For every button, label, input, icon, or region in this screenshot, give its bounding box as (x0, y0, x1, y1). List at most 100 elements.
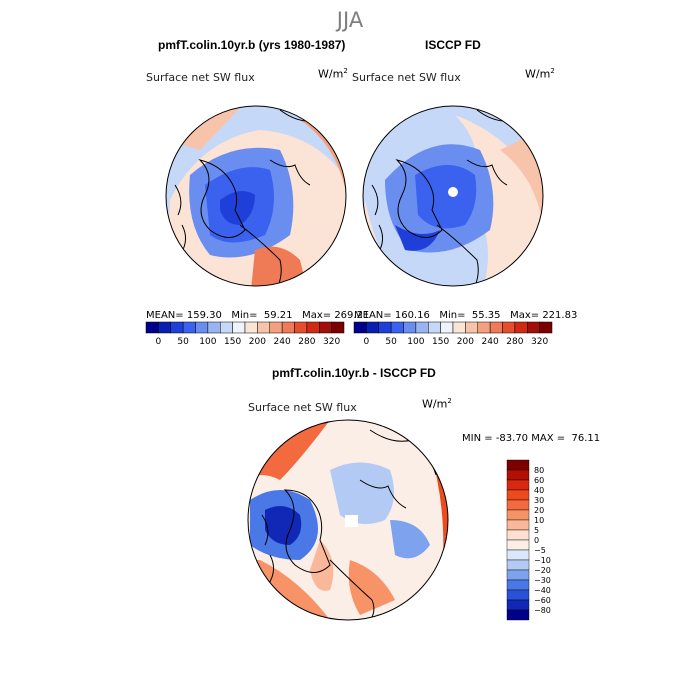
panel-2-max: 221.83 (542, 310, 578, 321)
colorbar-diff-swatch (506, 589, 530, 601)
colorbar-2-swatch (465, 321, 478, 334)
colorbar-diff-tick-label: −60 (534, 596, 551, 605)
colorbar-1-swatch (170, 321, 184, 334)
map-obs-border (362, 105, 544, 287)
colorbar-1-swatch (257, 321, 270, 334)
colorbar-2-tick-label: 320 (531, 337, 548, 347)
map-obs (363, 106, 543, 286)
colorbar-diff-swatch (506, 559, 530, 571)
panel-3-min: -83.70 (495, 433, 529, 444)
colorbar-2-swatch (452, 321, 466, 334)
panel-2-title: ISCCP FD (425, 38, 481, 52)
colorbar-diff-swatch (506, 539, 530, 551)
map-diff-border (247, 419, 449, 621)
colorbar-1-swatch (319, 321, 332, 334)
panel-3-field-label: Surface net SW flux (248, 401, 357, 414)
colorbar-1-tick-label: 50 (177, 337, 189, 347)
colorbar-diff-tick-label: −20 (534, 566, 551, 575)
colorbar-diff-tick-label: 30 (534, 496, 544, 505)
map-model (166, 106, 346, 286)
colorbar-1-tick-label: 240 (274, 337, 291, 347)
panel-2-units: W/m2 (525, 67, 555, 81)
colorbar-1-tick-label: 320 (323, 337, 340, 347)
colorbar-1-swatch (244, 321, 258, 334)
panel-1-mean: 159.30 (186, 310, 222, 321)
panel-1-stats: MEAN= 159.30 Min= 59.21 Max= 269.21 (146, 310, 370, 321)
colorbar-diff-tick-label: −5 (534, 546, 546, 555)
colorbar-2-tick-label: 50 (385, 337, 397, 347)
colorbar-diff-swatch (506, 569, 530, 581)
panel-2-field-label: Surface net SW flux (352, 71, 461, 84)
colorbar-2-swatch (378, 321, 392, 334)
colorbar-diff-swatch (506, 509, 530, 521)
colorbar-1-swatch (158, 321, 171, 334)
colorbar-2-swatch (489, 321, 503, 334)
colorbar-diff-swatch (506, 499, 530, 511)
colorbar-diff-swatch (506, 519, 530, 531)
panel-3-minmax: MIN = -83.70 MAX = 76.11 (462, 433, 601, 444)
colorbar-2-swatch (403, 321, 417, 334)
colorbar-1-swatch (195, 321, 209, 334)
panel-1-min: 59.21 (263, 310, 293, 321)
colorbar-diff-tick-label: 5 (534, 526, 539, 535)
panel-1-max: 269.21 (334, 310, 370, 321)
colorbar-diff-tick-label: 40 (534, 486, 544, 495)
colorbar-1-swatch (182, 321, 196, 334)
colorbar-diff-tick-label: 20 (534, 506, 544, 515)
panel-2-stats: MEAN= 160.16 Min= 55.35 Max= 221.83 (354, 310, 578, 321)
colorbar-diff-swatch (506, 549, 530, 561)
colorbar-diff-swatch (506, 479, 530, 491)
colorbar-diff-swatch (506, 609, 530, 621)
colorbar-2-swatch (415, 321, 429, 334)
colorbar-2-swatch (440, 321, 454, 334)
panel-1-field-label: Surface net SW flux (146, 71, 255, 84)
colorbar-2-tick-label: 0 (364, 337, 370, 347)
colorbar-2-swatch (502, 321, 516, 334)
colorbar-2-swatch (477, 321, 491, 334)
colorbar-1-swatch (220, 321, 233, 334)
colorbar-2-swatch (428, 321, 441, 334)
panel-2-mean: 160.16 (394, 310, 430, 321)
panel-3-units: W/m2 (422, 397, 452, 411)
colorbar-1-swatch (331, 321, 345, 334)
panel-1-units: W/m2 (318, 67, 348, 81)
colorbar-diff-tick-label: 60 (534, 476, 544, 485)
colorbar-1-tick-label: 280 (298, 337, 315, 347)
colorbar-2-tick-label: 280 (506, 337, 523, 347)
colorbar-2-swatch (366, 321, 379, 334)
colorbar-1-tick-label: 100 (199, 337, 216, 347)
colorbar-2-swatch (390, 321, 404, 334)
colorbar-1-swatch (269, 321, 283, 334)
colorbar-1-swatch (145, 321, 159, 334)
colorbar-1-swatch (294, 321, 308, 334)
colorbar-1-tick-label: 0 (156, 337, 162, 347)
colorbar-2-tick-label: 100 (407, 337, 424, 347)
map-model-border (165, 105, 347, 287)
colorbar-diff-swatch (506, 469, 530, 481)
colorbar-diff-swatch (506, 599, 530, 611)
colorbar-1-swatch (306, 321, 320, 334)
colorbar-diff-tick-label: 10 (534, 516, 544, 525)
colorbar-1-tick-label: 150 (224, 337, 241, 347)
colorbar-diff-tick-label: −40 (534, 586, 551, 595)
colorbar-1-tick-label: 200 (249, 337, 266, 347)
colorbar-2-swatch (353, 321, 367, 334)
colorbar-diff-tick-label: 0 (534, 536, 539, 545)
panel-2-min: 55.35 (471, 310, 501, 321)
colorbar-panel-1: 0 50 100 150 200 240 280 320 (145, 321, 345, 347)
panel-3-title: pmfT.colin.10yr.b - ISCCP FD (272, 366, 436, 380)
colorbar-1-swatch (281, 321, 295, 334)
colorbar-2-tick-label: 240 (482, 337, 499, 347)
map-diff (248, 420, 448, 620)
colorbar-diff-tick-label: 80 (534, 466, 544, 475)
colorbar-2-swatch (514, 321, 528, 334)
colorbar-2-swatch (527, 321, 540, 334)
colorbar-panel-2: 0 50 100 150 200 240 280 320 (353, 321, 553, 347)
colorbar-diff-swatch (506, 529, 530, 541)
panel-3-max: 76.11 (571, 433, 601, 444)
colorbar-1-swatch (207, 321, 221, 334)
colorbar-2-swatch (539, 321, 553, 334)
colorbar-diff-tick-label: −80 (534, 606, 551, 615)
